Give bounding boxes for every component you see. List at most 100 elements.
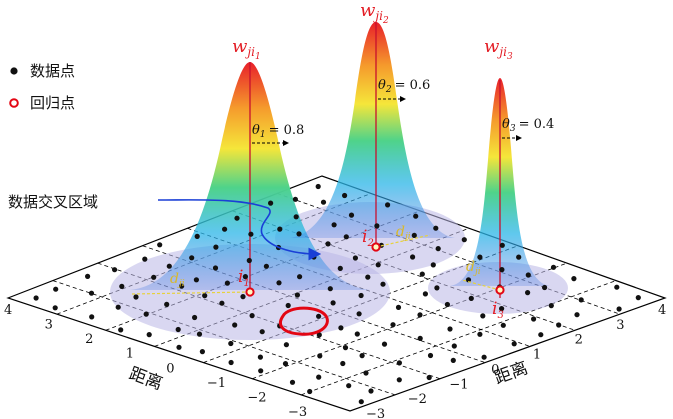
data-point [258,368,264,374]
data-point [354,331,360,337]
weight-label-1: wji1 [232,36,261,62]
data-point [202,293,208,299]
data-point [468,295,474,301]
data-point [176,344,182,350]
data-point [385,202,391,208]
left-axis-tick-label: −2 [247,390,266,405]
data-point [189,255,195,261]
theta-label-1: θ1 = 0.8 [252,123,304,140]
distance-label-3: dji [466,259,481,277]
data-point [480,313,486,319]
highlight-circle [278,306,329,336]
legend-regression-point-label: 回归点 [30,94,76,112]
data-point [434,285,440,291]
data-point [375,262,381,268]
data-point [224,280,230,286]
kernel-surface-2 [290,22,455,238]
data-point [374,223,380,229]
data-point [348,212,355,218]
left-axis-tick-label: 4 [4,303,12,318]
distance-line-2 [375,234,431,248]
theta-label-2: θ2 = 0.6 [378,78,430,95]
data-point [142,256,148,262]
data-point [346,383,352,389]
data-point [451,343,457,349]
data-point [422,291,428,297]
data-point [500,322,506,328]
data-point [358,399,364,405]
data-point [574,312,580,318]
data-point [365,274,371,280]
data-point [525,290,531,296]
legend-regression-point: 回归点 [8,92,75,113]
data-point [228,340,234,347]
data-point [246,257,252,264]
point-label-2: i2 [362,227,374,249]
data-point [311,254,317,260]
data-point [550,264,557,270]
data-point [511,341,517,347]
data-point [419,271,425,277]
data-point [52,305,58,311]
left-axis-tick-label: 3 [45,318,53,333]
data-point [194,233,200,239]
data-point [292,196,298,202]
overlap-arrow [157,199,322,261]
grid-line [142,245,486,363]
data-point [89,314,95,320]
data-point [331,222,337,228]
data-point [430,262,436,268]
left-axis-tick-label: −1 [207,376,226,391]
right-axis-tick-label: 2 [575,333,583,348]
data-point [380,281,386,287]
data-point [88,290,95,296]
right-axis-tick-label: 1 [533,348,541,363]
data-point [417,335,423,341]
data-point [268,200,274,206]
data-point [342,192,348,199]
point-label-1: i1 [238,267,250,289]
weight-label-2: wji2 [360,0,389,26]
data-point [571,276,577,282]
distance-lines [129,234,501,295]
overlap-region-label: 数据交叉区域 [8,193,98,211]
left-axis-ticks: 4 3 2 1 0 −1 −2 −3 [4,303,307,419]
left-axis-title: 距离 [126,364,165,394]
data-point [285,302,291,309]
data-point [179,283,185,289]
data-point [499,242,505,248]
data-point [477,254,483,260]
data-point [525,272,531,278]
data-point [327,286,333,292]
data-point [119,283,125,289]
data-point [426,374,432,381]
data-point [477,331,483,337]
data-point [193,277,199,283]
data-point [112,267,118,273]
data-points [33,183,641,405]
theta-label-3: θ3 = 0.4 [502,117,554,134]
data-point [151,274,157,280]
data-point [499,306,505,312]
data-point [293,214,299,220]
data-point [316,374,322,380]
data-point [450,357,456,363]
data-point [447,326,453,332]
grid-line [187,227,531,347]
data-point [316,332,322,338]
distance-line-3 [461,279,501,291]
data-point [85,273,91,279]
grid-line [97,262,441,380]
data-point [143,311,149,317]
data-point [337,265,343,271]
data-point [359,353,365,359]
data-point [315,183,321,190]
data-point [396,360,402,366]
data-point [249,313,255,319]
data-point [213,244,219,250]
data-point [325,241,331,247]
data-point [232,322,238,328]
data-point [33,295,39,301]
kernel-axes [249,22,501,298]
data-point [289,379,296,385]
